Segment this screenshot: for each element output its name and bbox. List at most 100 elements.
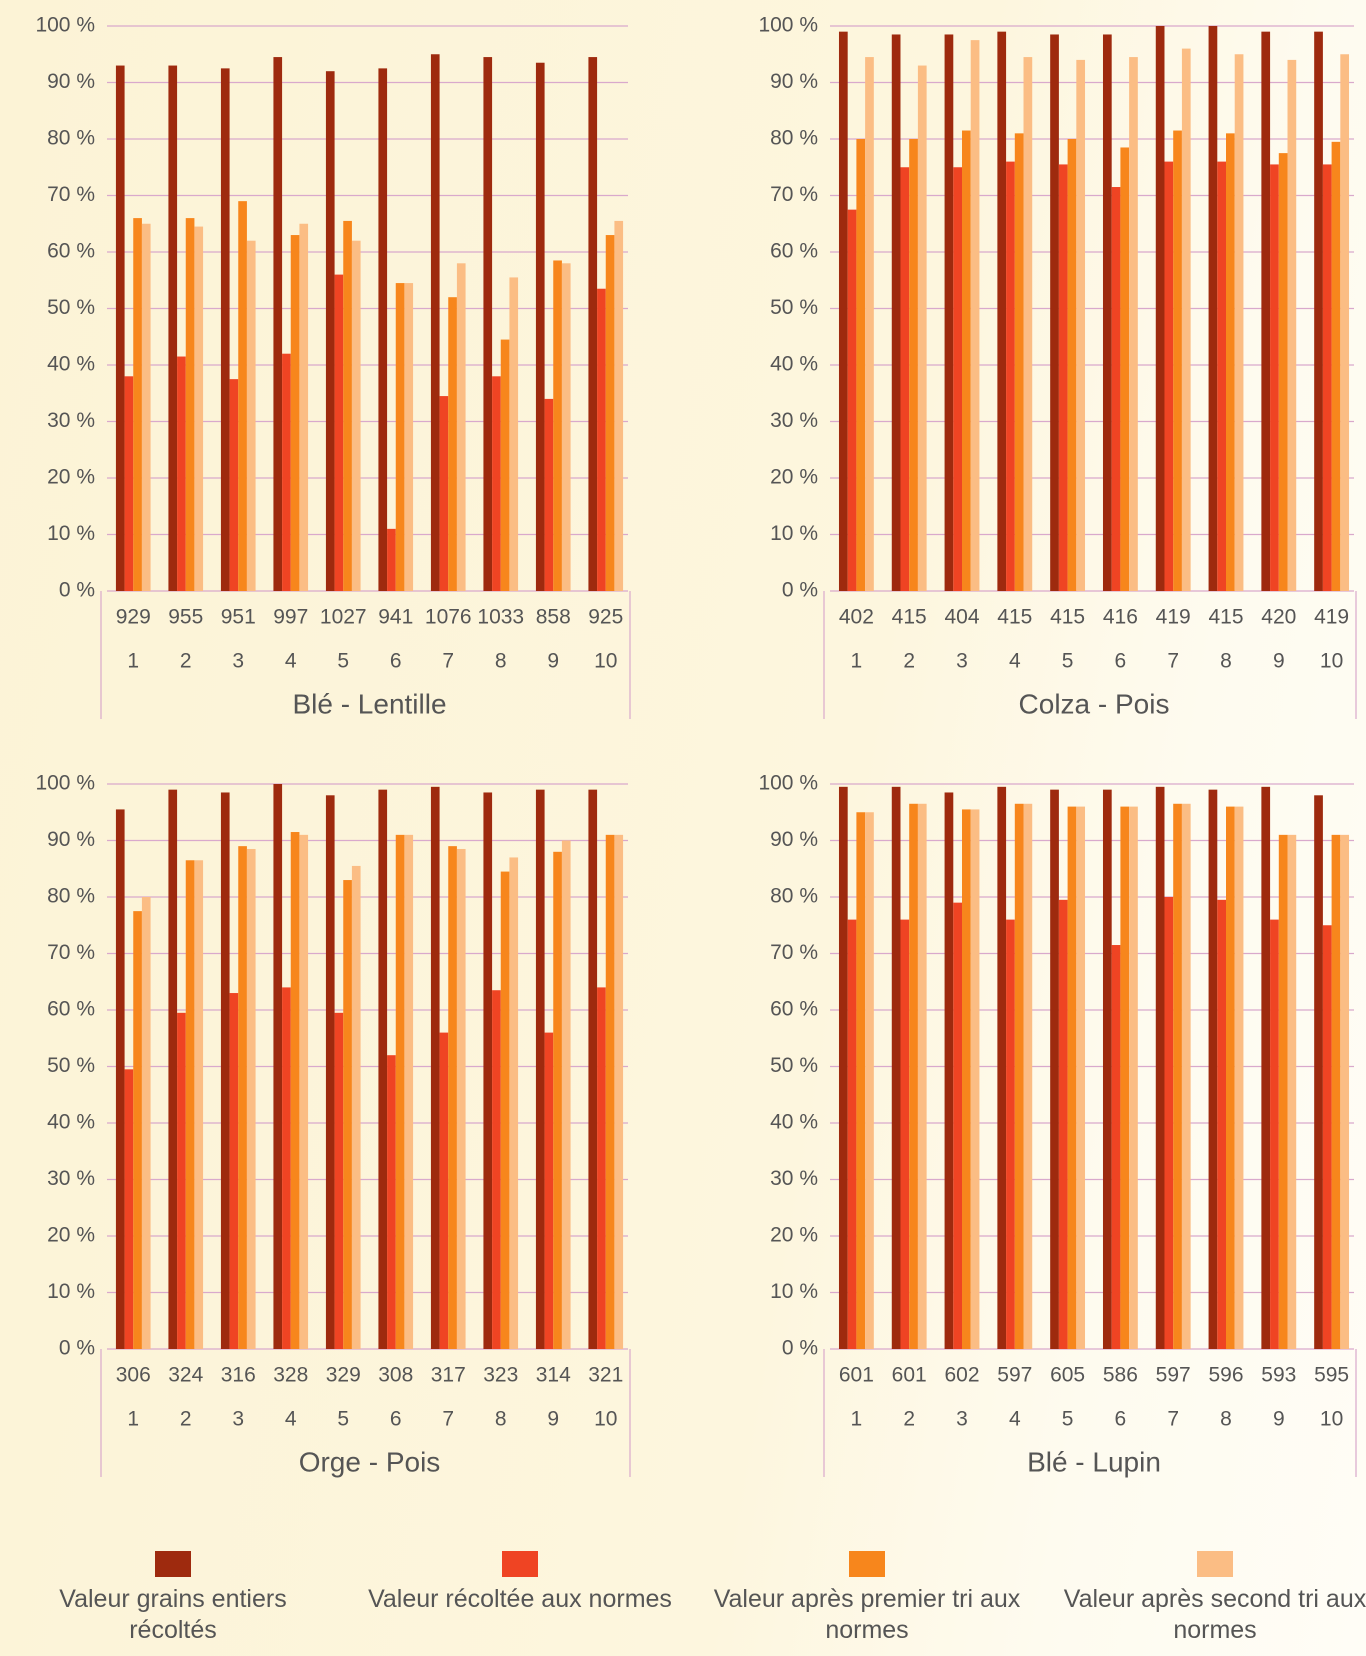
x-tick-label: 4 [1009, 1408, 1021, 1431]
bar [553, 260, 562, 591]
x-count-label: 1027 [320, 606, 367, 629]
x-tick-label: 10 [1320, 650, 1343, 673]
bar [597, 288, 606, 591]
y-tick-label: 10 % [47, 522, 95, 545]
legend-swatch [849, 1551, 885, 1577]
bar [909, 139, 918, 591]
bar [1278, 153, 1288, 591]
bar [185, 860, 195, 1349]
y-tick-label: 0 % [782, 579, 818, 602]
bar [953, 167, 962, 591]
x-tick-label: 9 [547, 650, 559, 673]
x-count-label: 323 [483, 1364, 518, 1387]
bar [273, 57, 283, 591]
x-tick-label: 6 [390, 650, 402, 673]
bar [605, 834, 615, 1349]
bar [1155, 786, 1165, 1349]
y-tick-label: 40 % [47, 353, 95, 376]
bar [544, 398, 554, 591]
bar [334, 1012, 344, 1349]
bar [509, 277, 519, 591]
bar [483, 792, 493, 1349]
bar [220, 68, 230, 591]
y-tick-label: 100 % [35, 772, 95, 795]
bar [588, 57, 598, 591]
x-count-label: 1076 [425, 606, 472, 629]
bar [1287, 59, 1297, 591]
bar [1164, 897, 1174, 1349]
bar [1014, 803, 1024, 1349]
x-count-label: 605 [1050, 1364, 1085, 1387]
bar [891, 34, 901, 592]
x-tick-label: 2 [180, 1408, 192, 1431]
bar [124, 1069, 134, 1349]
y-tick-label: 70 % [47, 183, 95, 206]
x-count-label: 929 [116, 606, 151, 629]
bar [953, 902, 962, 1349]
x-count-label: 415 [1208, 606, 1243, 629]
bar [1076, 806, 1086, 1349]
bar [1340, 834, 1350, 1349]
x-tick-label: 7 [1167, 1408, 1179, 1431]
y-tick-label: 90 % [770, 70, 818, 93]
x-count-label: 858 [536, 606, 571, 629]
bar [1102, 789, 1112, 1349]
bar [395, 834, 405, 1349]
bar [299, 223, 309, 591]
x-tick-label: 3 [232, 650, 244, 673]
x-count-label: 602 [944, 1364, 979, 1387]
legend-label: Valeur après premier tri aux normes [713, 1585, 1021, 1644]
bar [1340, 54, 1350, 591]
x-count-label: 420 [1261, 606, 1296, 629]
y-tick-label: 60 % [770, 240, 818, 263]
bar [1287, 834, 1297, 1349]
x-tick-label: 10 [594, 1408, 617, 1431]
x-tick-label: 1 [127, 1408, 139, 1431]
bar [229, 379, 239, 591]
y-tick-label: 20 % [47, 466, 95, 489]
bar [1058, 899, 1068, 1349]
x-tick-label: 9 [547, 1408, 559, 1431]
y-tick-label: 30 % [770, 409, 818, 432]
x-count-label: 404 [944, 606, 979, 629]
bar [1261, 31, 1271, 591]
bar [395, 283, 405, 591]
bar [325, 795, 335, 1349]
y-tick-label: 40 % [770, 1111, 818, 1134]
y-tick-label: 10 % [770, 1280, 818, 1303]
bar [290, 235, 300, 592]
x-count-label: 324 [168, 1364, 203, 1387]
bar [1111, 945, 1121, 1349]
bar [378, 789, 388, 1349]
bar [1278, 834, 1288, 1349]
legend-swatch [1197, 1551, 1233, 1577]
bar [535, 62, 545, 592]
y-tick-label: 30 % [770, 1167, 818, 1190]
bar [439, 396, 449, 591]
x-tick-label: 3 [956, 650, 968, 673]
bar [856, 812, 866, 1349]
y-tick-label: 20 % [770, 1224, 818, 1247]
bar [1111, 187, 1121, 591]
legend-swatch [155, 1551, 191, 1577]
bar [1067, 139, 1077, 591]
bar [1181, 803, 1191, 1349]
y-tick-label: 100 % [35, 14, 95, 37]
bar [962, 130, 971, 591]
x-tick-label: 5 [337, 650, 349, 673]
x-count-label: 1033 [477, 606, 524, 629]
bar [605, 235, 615, 592]
bar [1217, 161, 1226, 591]
bar [917, 803, 927, 1349]
bar [1050, 34, 1059, 592]
bar [456, 848, 466, 1349]
bar [430, 54, 440, 591]
bar [229, 993, 239, 1349]
x-tick-label: 5 [1062, 1408, 1074, 1431]
bar [1261, 786, 1271, 1349]
y-tick-label: 60 % [47, 240, 95, 263]
bar [168, 65, 178, 592]
bar [299, 834, 309, 1349]
x-tick-label: 8 [495, 650, 507, 673]
